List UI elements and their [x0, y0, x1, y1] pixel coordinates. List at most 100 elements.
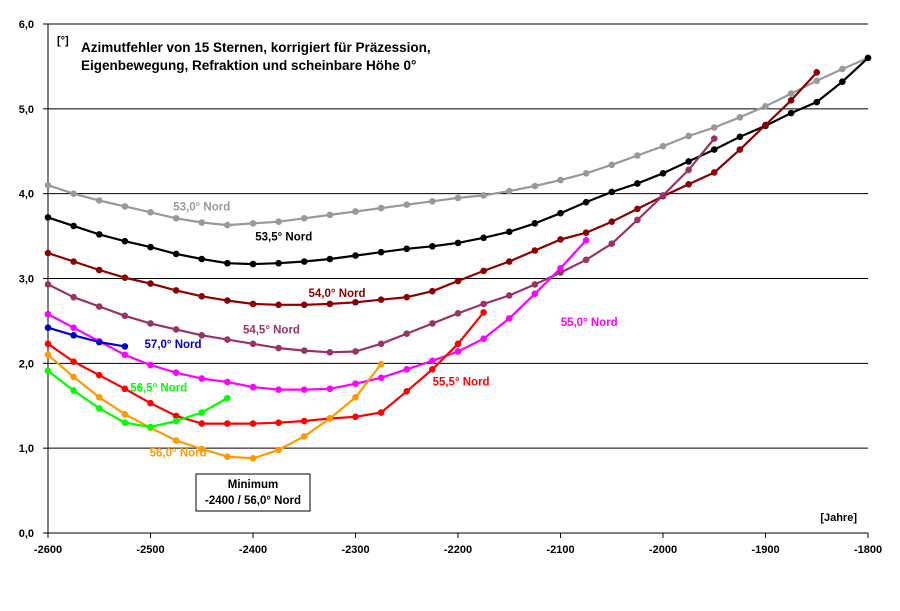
data-point — [326, 385, 334, 393]
data-point — [70, 373, 77, 381]
series-label: 53,5° Nord — [255, 231, 312, 243]
minimum-annotation: Minimum -2400 / 56,0° Nord — [195, 473, 311, 512]
data-point — [95, 303, 103, 310]
data-point — [403, 245, 411, 253]
data-point — [352, 252, 359, 259]
data-point — [429, 242, 436, 250]
series-line — [47, 239, 587, 391]
data-point — [352, 380, 359, 387]
data-point — [480, 335, 487, 343]
data-point — [403, 201, 411, 208]
series-line — [47, 370, 228, 429]
data-point — [582, 256, 590, 264]
data-point — [172, 287, 180, 294]
series-label: 54,5° Nord — [243, 325, 300, 337]
data-point — [172, 250, 180, 258]
data-point — [736, 114, 744, 121]
data-point — [198, 293, 206, 300]
data-point — [429, 357, 436, 365]
data-point — [198, 255, 206, 263]
data-point — [659, 142, 667, 150]
data-point — [429, 287, 436, 295]
data-point — [839, 78, 846, 85]
data-point — [224, 259, 231, 267]
x-axis-unit: [Jahre] — [820, 512, 857, 524]
data-point — [377, 204, 385, 212]
data-point — [70, 258, 77, 265]
data-point — [44, 281, 52, 288]
data-point — [44, 367, 52, 375]
data-point — [531, 247, 539, 254]
data-point — [377, 296, 385, 304]
data-point — [249, 340, 257, 348]
chart-title-line-1: Azimutfehler von 15 Sternen, korrigiert … — [81, 40, 431, 55]
data-point — [710, 169, 718, 176]
data-point — [224, 336, 231, 343]
series-label: 57,0° Nord — [145, 339, 202, 351]
data-point — [403, 330, 411, 337]
series-lines — [47, 56, 869, 460]
data-point — [736, 133, 744, 141]
y-tick-label: 3,0 — [19, 274, 34, 286]
data-point — [172, 214, 180, 222]
data-point — [224, 420, 231, 427]
data-point — [121, 203, 129, 210]
x-tick-label: -2000 — [649, 544, 677, 556]
data-point — [685, 132, 692, 140]
data-point — [326, 211, 334, 219]
data-point — [634, 216, 641, 224]
data-point — [70, 324, 77, 332]
data-point — [480, 267, 487, 275]
data-point — [300, 432, 308, 440]
data-point — [95, 197, 103, 204]
data-point — [249, 455, 257, 462]
data-point — [44, 340, 52, 348]
series-line — [47, 326, 126, 348]
data-point — [95, 371, 103, 379]
series-line — [47, 311, 485, 425]
data-point — [762, 121, 769, 129]
data-point — [352, 348, 359, 355]
data-point — [121, 385, 129, 393]
series-points — [44, 54, 872, 462]
data-point — [121, 274, 129, 281]
data-point — [275, 301, 282, 309]
data-point — [685, 166, 692, 174]
data-point — [249, 260, 257, 268]
data-point — [70, 293, 77, 301]
data-point — [121, 237, 129, 245]
data-point — [44, 249, 52, 257]
data-point — [377, 340, 385, 348]
data-point — [326, 349, 334, 356]
data-point — [147, 423, 154, 431]
data-point — [608, 188, 616, 196]
data-point — [454, 340, 462, 348]
data-point — [249, 300, 257, 308]
data-point — [685, 181, 692, 188]
data-point — [70, 387, 77, 394]
data-point — [121, 410, 129, 418]
data-point — [275, 386, 282, 393]
data-point — [685, 158, 692, 165]
data-point — [531, 281, 539, 288]
y-axis-unit: [°] — [57, 35, 69, 47]
series-label: 55,0° Nord — [561, 317, 618, 329]
data-point — [736, 146, 744, 153]
data-point — [505, 315, 513, 322]
series-line — [47, 71, 818, 306]
series-label: 54,0° Nord — [309, 288, 366, 300]
data-point — [224, 221, 231, 229]
data-point — [44, 181, 52, 189]
data-point — [454, 309, 462, 317]
data-point — [70, 222, 77, 230]
series-line — [47, 57, 869, 266]
data-point — [70, 332, 77, 339]
series-label: 53,0° Nord — [173, 202, 230, 214]
data-point — [95, 393, 103, 401]
data-point — [300, 386, 308, 393]
data-point — [505, 187, 513, 195]
data-point — [582, 198, 590, 206]
data-point — [275, 218, 282, 225]
data-point — [326, 415, 334, 422]
